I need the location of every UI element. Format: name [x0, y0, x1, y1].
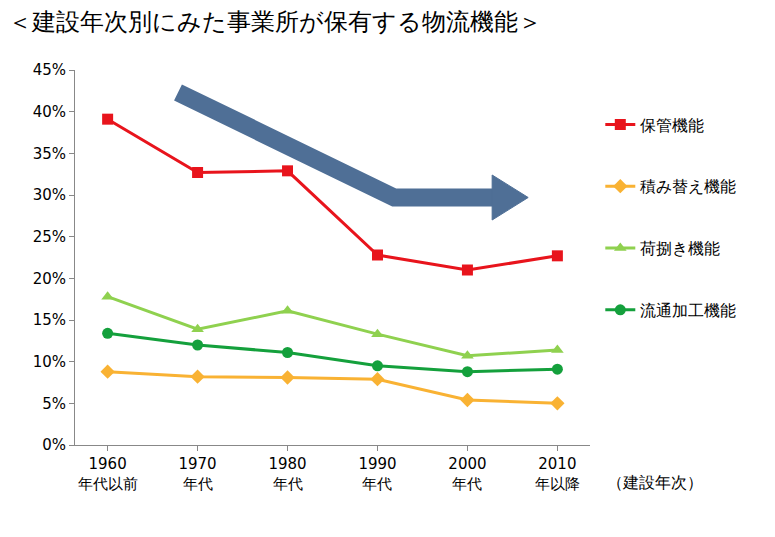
svg-text:1980年代: 1980年代 [268, 455, 306, 493]
svg-text:＜建設年次別にみた事業所が保有する物流機能＞: ＜建設年次別にみた事業所が保有する物流機能＞ [8, 8, 542, 36]
svg-text:積み替え機能: 積み替え機能 [640, 177, 736, 196]
svg-text:荷捌き機能: 荷捌き機能 [640, 239, 720, 258]
svg-text:2000年代: 2000年代 [448, 455, 486, 493]
svg-text:20%: 20% [33, 270, 66, 288]
svg-text:1960年代以前: 1960年代以前 [78, 455, 138, 493]
svg-text:45%: 45% [33, 61, 66, 79]
svg-text:1970年代: 1970年代 [178, 455, 216, 493]
svg-text:30%: 30% [33, 186, 66, 204]
svg-text:10%: 10% [33, 353, 66, 371]
svg-text:40%: 40% [33, 103, 66, 121]
svg-text:5%: 5% [42, 395, 66, 413]
svg-text:35%: 35% [33, 145, 66, 163]
svg-text:25%: 25% [33, 228, 66, 246]
svg-text:1990年代: 1990年代 [358, 455, 396, 493]
svg-text:（建設年次）: （建設年次） [607, 473, 703, 492]
svg-text:0%: 0% [42, 436, 66, 454]
svg-text:2010年以降: 2010年以降 [535, 455, 580, 493]
svg-text:流通加工機能: 流通加工機能 [640, 301, 736, 320]
svg-text:保管機能: 保管機能 [640, 116, 704, 135]
svg-text:15%: 15% [33, 311, 66, 329]
